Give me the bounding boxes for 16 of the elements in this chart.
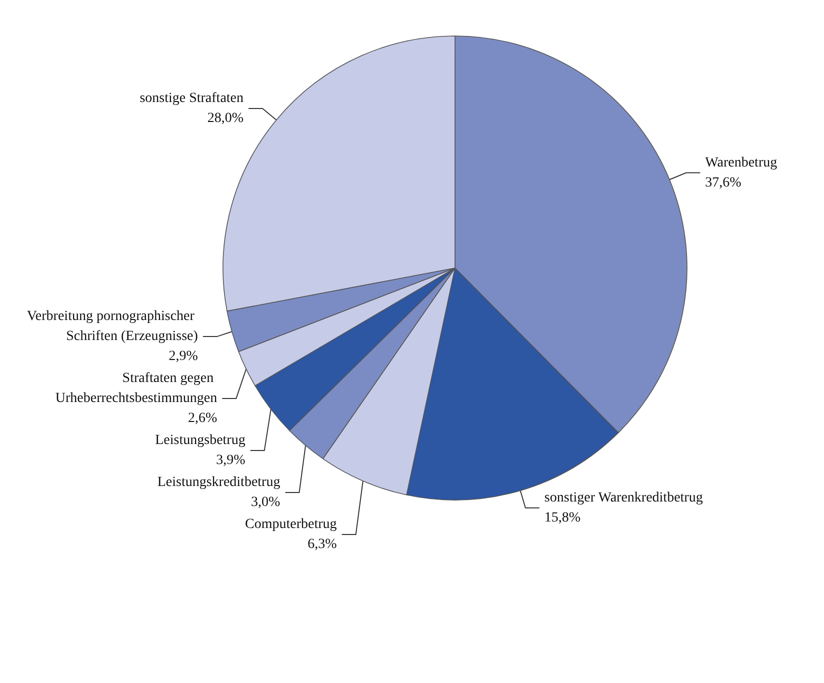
data-label: 37,6% xyxy=(705,175,742,190)
data-label: 3,0% xyxy=(251,495,281,510)
data-label: 15,8% xyxy=(544,510,581,526)
slice-label: Computerbetrug xyxy=(245,517,337,532)
data-label: 2,6% xyxy=(188,411,218,426)
slice-label: Verbreitung pornographischer Schriften (Erzeugnisse) xyxy=(26,309,198,344)
data-label: 28,0% xyxy=(207,110,244,126)
slice-label: Straftaten gegen Urheberrechtsbestimmungen xyxy=(55,371,218,406)
slice-label: Leistungsbetrug xyxy=(155,433,246,448)
data-label: 2,9% xyxy=(168,349,198,364)
slice-label: sonstige Straftaten xyxy=(140,90,244,106)
slice-label: sonstiger Warenkreditbetrug xyxy=(544,490,703,506)
slice-label: Warenbetrug xyxy=(705,155,778,170)
data-label: 6,3% xyxy=(308,537,338,552)
data-label: 3,9% xyxy=(216,453,246,468)
slice-label: Leistungskreditbetrug xyxy=(157,475,280,490)
